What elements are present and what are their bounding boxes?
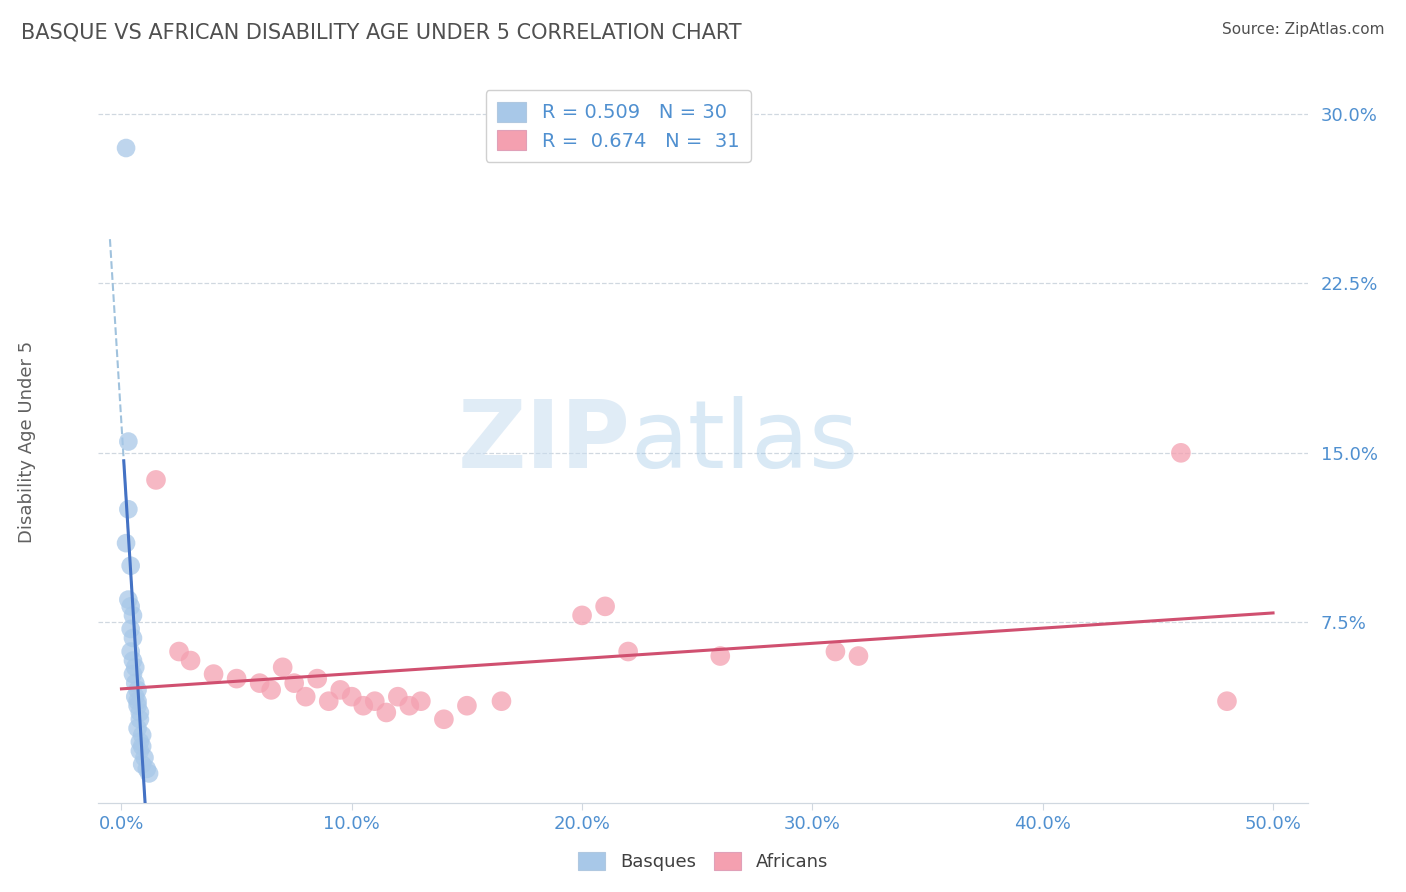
Text: Source: ZipAtlas.com: Source: ZipAtlas.com: [1222, 22, 1385, 37]
Point: [122, 654, 145, 668]
Point: [127, 682, 149, 697]
Point: [115, 536, 138, 550]
Text: ZIP: ZIP: [457, 395, 630, 488]
Text: BASQUE VS AFRICAN DISABILITY AGE UNDER 5 CORRELATION CHART: BASQUE VS AFRICAN DISABILITY AGE UNDER 5…: [21, 22, 742, 42]
Point: [364, 694, 387, 708]
Legend: Basques, Africans: Basques, Africans: [571, 845, 835, 879]
Point: [375, 706, 398, 720]
Point: [571, 608, 593, 623]
Point: [1170, 446, 1192, 460]
Point: [329, 682, 352, 697]
Y-axis label: Disability Age Under 5: Disability Age Under 5: [18, 341, 37, 542]
Point: [128, 712, 150, 726]
Point: [128, 744, 150, 758]
Point: [491, 694, 513, 708]
Point: [127, 721, 149, 735]
Point: [249, 676, 271, 690]
Point: [127, 698, 149, 713]
Point: [260, 682, 283, 697]
Point: [117, 502, 139, 516]
Point: [135, 762, 157, 776]
Point: [1216, 694, 1239, 708]
Point: [593, 599, 616, 614]
Point: [709, 648, 731, 663]
Point: [283, 676, 305, 690]
Point: [122, 608, 145, 623]
Point: [433, 712, 456, 726]
Legend: R = 0.509   N = 30, R =  0.674   N =  31: R = 0.509 N = 30, R = 0.674 N = 31: [485, 90, 751, 162]
Point: [128, 735, 150, 749]
Point: [409, 694, 432, 708]
Point: [115, 141, 138, 155]
Point: [456, 698, 478, 713]
Point: [120, 558, 142, 573]
Point: [122, 667, 145, 681]
Point: [340, 690, 363, 704]
Point: [398, 698, 420, 713]
Point: [180, 654, 202, 668]
Point: [225, 672, 247, 686]
Point: [122, 631, 145, 645]
Point: [131, 728, 153, 742]
Point: [131, 757, 153, 772]
Point: [117, 592, 139, 607]
Text: atlas: atlas: [630, 395, 859, 488]
Point: [318, 694, 340, 708]
Point: [145, 473, 167, 487]
Point: [617, 644, 640, 658]
Point: [848, 648, 870, 663]
Point: [387, 690, 409, 704]
Point: [127, 694, 149, 708]
Point: [202, 667, 225, 681]
Point: [294, 690, 316, 704]
Point: [117, 434, 139, 449]
Point: [824, 644, 846, 658]
Point: [120, 599, 142, 614]
Point: [134, 750, 156, 764]
Point: [352, 698, 374, 713]
Point: [167, 644, 190, 658]
Point: [124, 660, 146, 674]
Point: [271, 660, 294, 674]
Point: [131, 739, 153, 754]
Point: [120, 644, 142, 658]
Point: [128, 706, 150, 720]
Point: [124, 690, 146, 704]
Point: [138, 766, 160, 780]
Point: [307, 672, 329, 686]
Point: [124, 676, 146, 690]
Point: [120, 622, 142, 636]
